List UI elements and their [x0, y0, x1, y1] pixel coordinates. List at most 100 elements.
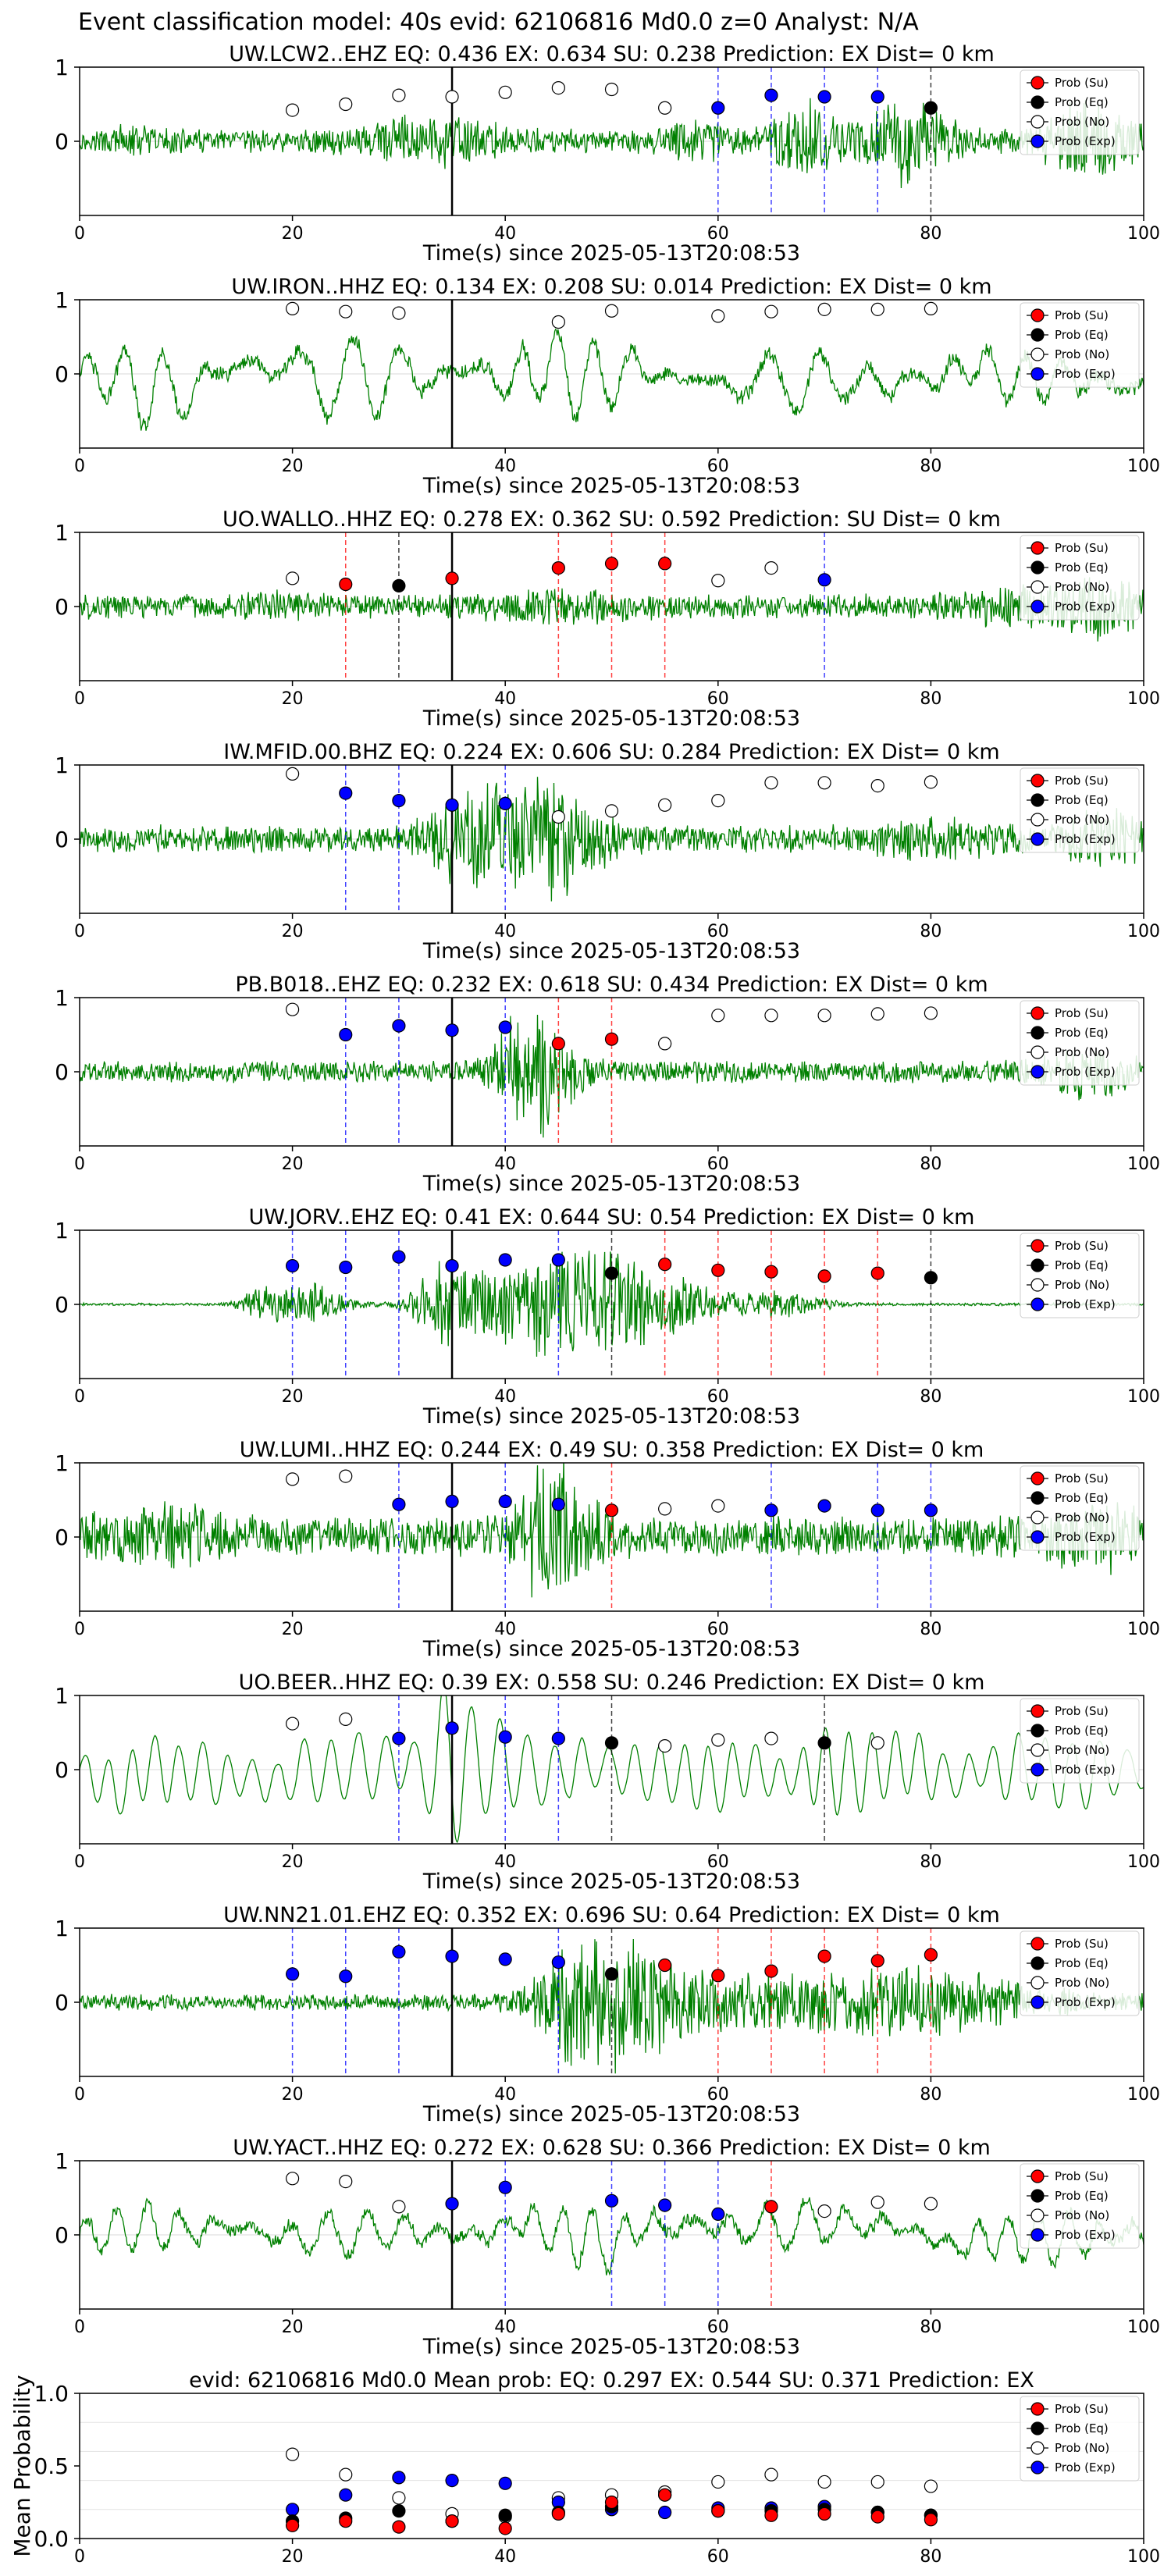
x-tick-label: 80: [920, 922, 941, 941]
y-tick-label: 0: [55, 2222, 69, 2248]
x-tick-label: 0: [74, 457, 85, 476]
prob-point: [658, 1037, 672, 1051]
y-tick-label: 1: [55, 1450, 69, 1476]
x-tick-label: 80: [920, 224, 941, 244]
y-tick-label: 1: [55, 985, 69, 1011]
mean-prob-point: [764, 2508, 778, 2522]
y-tick-label: 0: [55, 1059, 69, 1085]
x-tick-label: 100: [1127, 922, 1160, 941]
prob-point: [924, 775, 938, 789]
legend-marker: [1030, 1530, 1045, 1544]
prob-point: [604, 2194, 619, 2208]
x-tick-label: 40: [494, 1387, 516, 1407]
legend-marker: [1030, 1065, 1045, 1079]
y-tick-label: 0: [55, 827, 69, 852]
prob-point: [658, 101, 672, 115]
prob-point: [498, 85, 512, 99]
x-tick-label: 0: [74, 1620, 85, 1639]
mean-prob-point: [658, 2488, 672, 2502]
y-tick-label: 1: [55, 2148, 69, 2174]
prob-point: [870, 778, 884, 793]
prob-point: [445, 1949, 459, 1963]
prob-point: [551, 315, 565, 329]
mean-prob-point: [870, 2475, 884, 2489]
prob-point: [764, 1503, 778, 1517]
prob-point: [286, 1472, 300, 1486]
prob-point: [604, 304, 619, 318]
mean-prob-point: [498, 2508, 512, 2522]
x-tick-label: 40: [494, 2318, 516, 2337]
legend-label: Prob (No): [1055, 1743, 1109, 1757]
x-tick-label: 100: [1127, 457, 1160, 476]
legend-label: Prob (Su): [1055, 1006, 1109, 1020]
legend-label: Prob (Su): [1055, 308, 1109, 322]
waveform: [80, 777, 1144, 902]
prob-point: [551, 1955, 565, 1969]
panel-title: IW.MFID.00.BHZ EQ: 0.224 EX: 0.606 SU: 0…: [223, 740, 999, 764]
prob-point: [658, 1739, 672, 1753]
prob-point: [764, 88, 778, 102]
legend-marker: [1030, 2208, 1045, 2222]
x-tick-label: 80: [920, 1620, 941, 1639]
x-tick-label: 40: [494, 224, 516, 244]
x-axis-label: Time(s) since 2025-05-13T20:08:53: [422, 2102, 800, 2126]
prob-point: [711, 574, 725, 588]
x-tick-label: 20: [282, 1387, 304, 1407]
x-tick-label: 20: [282, 1155, 304, 1174]
prob-point: [445, 1023, 459, 1037]
prob-point: [392, 793, 406, 808]
legend-frame: [1020, 1465, 1140, 1551]
prob-point: [924, 101, 938, 115]
mean-prob-point: [392, 2491, 406, 2505]
mean-prob-point: [392, 2504, 406, 2518]
legend-marker: [1030, 560, 1045, 575]
prob-point: [286, 1717, 300, 1731]
station-panel: PB.B018..EHZ EQ: 0.232 EX: 0.618 SU: 0.4…: [55, 973, 1160, 1196]
waveform: [80, 2197, 1144, 2276]
x-axis-label: Time(s) since 2025-05-13T20:08:53: [422, 241, 800, 265]
legend-marker: [1030, 1026, 1045, 1040]
legend-marker: [1030, 1045, 1045, 1059]
prob-point: [817, 1269, 831, 1283]
legend-marker: [1030, 600, 1045, 614]
station-panel: UW.LCW2..EHZ EQ: 0.436 EX: 0.634 SU: 0.2…: [55, 42, 1160, 265]
panel-title: UW.IRON..HHZ EQ: 0.134 EX: 0.208 SU: 0.0…: [231, 275, 991, 299]
prob-point: [498, 1494, 512, 1509]
prob-point: [339, 1469, 353, 1483]
prob-point: [551, 1731, 565, 1745]
station-panel: UW.YACT..HHZ EQ: 0.272 EX: 0.628 SU: 0.3…: [55, 2136, 1160, 2359]
station-panel: IW.MFID.00.BHZ EQ: 0.224 EX: 0.606 SU: 0…: [55, 740, 1160, 963]
legend-label: Prob (Su): [1055, 2169, 1109, 2183]
prob-point: [392, 1250, 406, 1264]
mean-prob-point: [392, 2471, 406, 2485]
legend-label: Prob (No): [1055, 347, 1109, 361]
mean-prob-point: [711, 2504, 725, 2518]
prob-point: [392, 88, 406, 102]
mean-prob-point: [817, 2475, 831, 2489]
prob-point: [604, 1266, 619, 1280]
x-tick-label: 0: [74, 2085, 85, 2105]
mean-prob-point: [498, 2521, 512, 2535]
legend-label: Prob (Exp): [1055, 1530, 1116, 1544]
legend-marker: [1030, 1278, 1045, 1292]
prob-point: [392, 1019, 406, 1033]
legend-marker: [1030, 2402, 1045, 2416]
x-tick-label: 60: [707, 1620, 729, 1639]
prob-point: [286, 571, 300, 585]
mean-prob-point: [604, 2495, 619, 2510]
prob-point: [711, 101, 725, 115]
y-tick-label: 0.5: [34, 2453, 69, 2479]
prob-point: [870, 1954, 884, 1968]
legend-label: Prob (No): [1055, 1510, 1109, 1525]
prob-point: [817, 573, 831, 587]
legend-label: Prob (Su): [1055, 1704, 1109, 1718]
prob-point: [498, 796, 512, 811]
legend: Prob (Su) Prob (Eq) Prob (No) Prob (Exp): [1020, 2163, 1140, 2249]
legend-marker: [1030, 1297, 1045, 1311]
legend-marker: [1030, 2189, 1045, 2203]
prob-point: [658, 1958, 672, 1973]
x-tick-label: 20: [282, 2318, 304, 2337]
x-tick-label: 60: [707, 922, 729, 941]
x-tick-label: 100: [1127, 224, 1160, 244]
prob-point: [711, 1733, 725, 1747]
